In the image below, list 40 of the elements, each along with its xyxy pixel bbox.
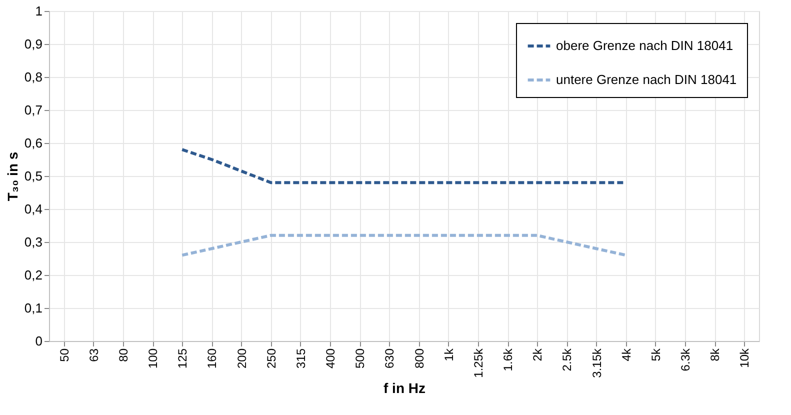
x-tick-label: 400 xyxy=(324,348,338,369)
y-tick-label: 0,4 xyxy=(24,202,42,216)
x-tick-label: 1.6k xyxy=(501,348,516,372)
x-tick-label: 5k xyxy=(648,348,663,362)
y-tick-label: 0,1 xyxy=(24,300,42,316)
y-tick-label: 0,7 xyxy=(24,102,42,118)
x-tick-label: 10k xyxy=(738,348,752,368)
y-tick-label: 0,5 xyxy=(24,168,42,184)
x-tick-label: 2.5k xyxy=(560,348,574,372)
legend-label: untere Grenze nach DIN 18041 xyxy=(556,72,737,87)
x-tick-label: 2k xyxy=(530,348,545,362)
x-tick-label: 3.15k xyxy=(590,348,604,378)
y-tick-label: 0,3 xyxy=(24,234,42,250)
y-tick-label: 0,9 xyxy=(24,36,42,52)
x-tick-label: 500 xyxy=(353,348,368,369)
y-tick-label: 1 xyxy=(35,4,42,18)
x-tick-label: 125 xyxy=(176,348,190,369)
x-tick-label: 160 xyxy=(205,348,220,369)
x-tick-label: 8k xyxy=(708,348,722,362)
x-tick-label: 630 xyxy=(382,348,397,369)
x-tick-label: 200 xyxy=(234,348,249,369)
y-tick-label: 0,8 xyxy=(24,70,42,84)
x-tick-label: 80 xyxy=(116,348,130,362)
x-tick-label: 6.3k xyxy=(678,348,693,372)
y-tick-label: 0,2 xyxy=(24,268,42,282)
x-tick-label: 315 xyxy=(294,348,308,369)
legend-label: obere Grenze nach DIN 18041 xyxy=(556,38,734,53)
x-tick-label: 100 xyxy=(146,348,160,369)
x-tick-label: 63 xyxy=(86,348,101,362)
x-tick-label: 50 xyxy=(57,348,72,362)
y-tick-label: 0 xyxy=(35,334,42,348)
y-tick-label: 0,6 xyxy=(24,136,42,150)
line-series xyxy=(180,234,628,257)
x-axis-title: f in Hz xyxy=(384,380,426,396)
x-tick-label: 1k xyxy=(442,348,456,362)
x-tick-label: 1.25k xyxy=(471,348,486,378)
x-tick-label: 4k xyxy=(619,348,634,362)
x-tick-label: 800 xyxy=(412,348,426,369)
y-axis-title: T₃₀ in s xyxy=(4,152,20,202)
x-tick-label: 250 xyxy=(264,348,278,369)
